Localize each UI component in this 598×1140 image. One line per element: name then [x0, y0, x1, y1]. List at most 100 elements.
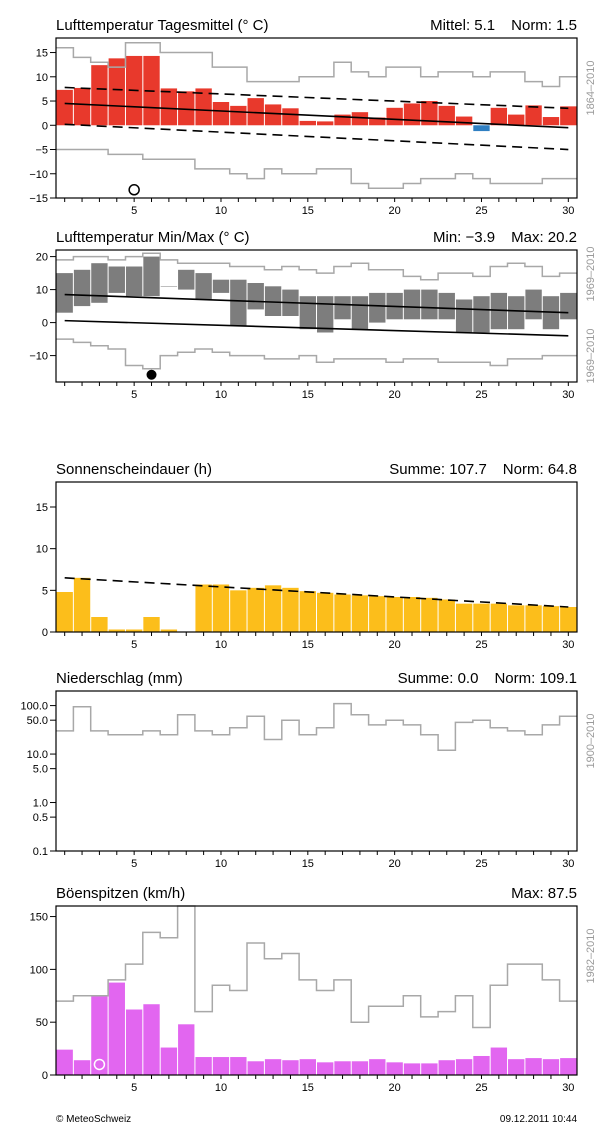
range-bar — [351, 296, 369, 330]
record-min-line — [56, 148, 577, 190]
record-max-line — [56, 905, 577, 1029]
chart-stats: Mittel: 5.1 Norm: 1.5 — [430, 17, 577, 34]
x-tick-label: 25 — [475, 1082, 487, 1094]
value-bar — [178, 91, 195, 126]
x-tick-label: 20 — [389, 205, 401, 217]
value-bar — [403, 1063, 421, 1075]
chart-title: Lufttemperatur Min/Max (° C) — [56, 229, 250, 246]
value-bar — [195, 1057, 212, 1075]
plot-frame — [55, 249, 578, 383]
y-tick-label: 10 — [36, 72, 48, 84]
chart-minmax: Lufttemperatur Min/Max (° C) Min: −3.9 Max… — [29, 229, 597, 401]
y-tick-label: 0 — [42, 120, 48, 132]
value-bar — [560, 1058, 577, 1075]
x-tick-label: 5 — [131, 1082, 137, 1094]
norm-band-lower — [64, 123, 569, 151]
value-bar — [421, 101, 438, 126]
value-bar — [369, 1059, 386, 1075]
y-tick-label: 20 — [36, 252, 48, 264]
value-bar — [438, 599, 455, 632]
x-tick-label: 20 — [389, 858, 401, 870]
x-tick-label: 25 — [475, 639, 487, 651]
x-tick-label: 20 — [389, 389, 401, 401]
y-tick-label: 100.0 — [20, 701, 48, 713]
y-tick-label: 100 — [30, 964, 48, 976]
x-tick-label: 25 — [475, 205, 487, 217]
range-bar — [490, 292, 508, 330]
value-bar — [525, 105, 542, 126]
value-bar — [455, 603, 473, 632]
range-bar — [195, 273, 212, 300]
value-bar — [542, 1059, 560, 1075]
range-bar — [264, 286, 282, 316]
value-bar — [212, 1057, 230, 1075]
value-bar — [473, 1055, 490, 1075]
x-tick-label: 15 — [302, 205, 314, 217]
x-tick-label: 30 — [562, 205, 574, 217]
value-bar — [143, 1004, 160, 1075]
stat-value: Norm: 64.8 — [503, 461, 577, 478]
value-bar — [490, 1047, 508, 1075]
range-bar — [56, 273, 73, 313]
chart-title: Böenspitzen (km/h) — [56, 885, 185, 902]
y-tick-label: 10.0 — [27, 749, 48, 761]
x-tick-label: 5 — [131, 858, 137, 870]
x-tick-label: 30 — [562, 1082, 574, 1094]
value-bar — [264, 1059, 282, 1075]
value-bar — [143, 617, 160, 632]
value-bar — [560, 607, 577, 632]
value-bar — [421, 597, 438, 632]
value-bar — [247, 98, 264, 126]
value-bar — [91, 995, 108, 1075]
x-tick-label: 30 — [562, 858, 574, 870]
value-bar — [525, 1058, 542, 1075]
value-bar — [421, 1063, 438, 1075]
y-tick-label: 0 — [42, 1070, 48, 1082]
period-label: 1969–2010 — [585, 246, 597, 301]
value-bar — [369, 596, 386, 632]
y-tick-label: 0.5 — [33, 812, 48, 824]
record-max-line — [56, 702, 577, 751]
value-bar — [386, 1062, 403, 1075]
period-label: 1969–2010 — [585, 328, 597, 383]
y-tick-label: −15 — [29, 193, 48, 205]
value-bar — [125, 629, 143, 632]
value-bar — [438, 105, 455, 126]
copyright-label: © MeteoSchweiz — [56, 1114, 131, 1125]
value-bar — [525, 605, 542, 632]
x-tick-label: 20 — [389, 639, 401, 651]
y-tick-label: 5 — [42, 96, 48, 108]
value-bar — [508, 1059, 525, 1075]
chart-title: Lufttemperatur Tagesmittel (° C) — [56, 17, 268, 34]
extreme-marker — [146, 369, 157, 380]
y-tick-label: 150 — [30, 912, 48, 924]
chart-stats: Summe: 107.7 Norm: 64.8 — [389, 461, 577, 478]
value-bar — [108, 982, 125, 1075]
value-bar — [317, 1062, 334, 1075]
value-bar — [317, 121, 334, 126]
y-tick-label: −10 — [29, 169, 48, 181]
timestamp-label: 09.12.2011 10:44 — [500, 1114, 578, 1125]
norm-band-upper — [64, 86, 569, 110]
record-max-line — [56, 252, 577, 281]
value-bar — [91, 617, 108, 632]
period-label: 1864–2010 — [585, 60, 597, 115]
x-tick-label: 5 — [131, 205, 137, 217]
record-max-line — [56, 42, 577, 88]
value-bar — [334, 1061, 351, 1075]
range-bar — [91, 263, 108, 303]
y-tick-label: −10 — [29, 351, 48, 363]
y-tick-label: 0 — [42, 627, 48, 639]
value-bar — [317, 592, 334, 632]
value-bar — [438, 1060, 455, 1075]
y-tick-label: 5 — [42, 585, 48, 597]
x-tick-label: 30 — [562, 389, 574, 401]
range-bar — [160, 286, 178, 287]
y-tick-label: 1.0 — [33, 798, 48, 810]
value-bar — [56, 89, 73, 126]
y-tick-label: 10 — [36, 285, 48, 297]
x-tick-label: 10 — [215, 639, 227, 651]
y-tick-label: 50 — [36, 1017, 48, 1029]
value-bar — [73, 1060, 91, 1075]
